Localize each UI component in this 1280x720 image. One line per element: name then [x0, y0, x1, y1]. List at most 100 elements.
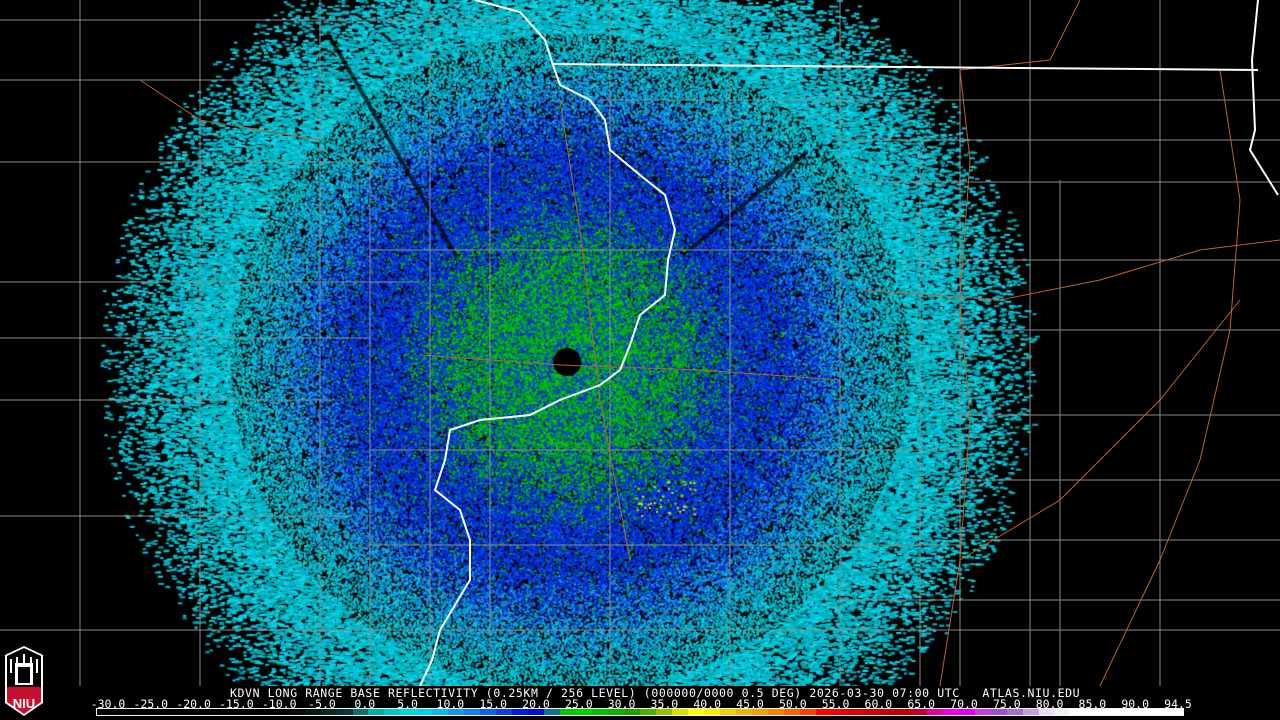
scale-swatch	[1023, 709, 1040, 715]
scale-swatch	[272, 709, 289, 715]
state-line-east	[1248, 0, 1279, 196]
scale-swatch	[1166, 709, 1183, 715]
scale-labels: -30.0 -25.0 -20.0 -15.0 -10.0 -5.0 0.0 5.0 10.0 1…	[90, 697, 1194, 711]
scale-label: -30.0	[90, 697, 126, 711]
scale-swatch	[480, 709, 497, 715]
scale-label: -20.0	[176, 697, 211, 711]
scale-swatch	[959, 709, 976, 715]
scale-swatch	[911, 709, 928, 715]
scale-swatch	[176, 709, 193, 715]
scale-label: 0.0	[354, 697, 376, 711]
scale-swatch	[192, 709, 209, 715]
scale-swatch	[432, 709, 449, 715]
scale-swatch	[320, 709, 337, 715]
scale-swatch	[1055, 709, 1072, 715]
scale-swatch	[767, 709, 784, 715]
scale-label: 40.0	[693, 697, 722, 711]
scale-swatch	[1134, 709, 1151, 715]
scale-swatch	[735, 709, 752, 715]
scale-swatch	[1071, 709, 1088, 715]
map-boundaries	[0, 0, 1280, 686]
scale-label: 5.0	[397, 697, 418, 711]
scale-label: -15.0	[219, 697, 254, 711]
scale-swatch	[384, 709, 401, 715]
logo-text: NIU	[13, 696, 35, 711]
scale-swatch	[751, 709, 768, 715]
scale-swatch	[160, 709, 177, 715]
scale-swatch	[879, 709, 896, 715]
scale-swatch	[927, 709, 944, 715]
scale-swatch	[1103, 709, 1119, 715]
scale-swatch	[208, 709, 225, 715]
scale-swatch	[560, 709, 577, 715]
scale-swatch	[895, 709, 912, 715]
scale-swatch	[416, 709, 433, 715]
mississippi-river-border	[419, 0, 677, 686]
scale-swatch	[224, 709, 241, 715]
scale-swatch	[975, 709, 992, 715]
scale-swatch	[336, 709, 353, 715]
radar-reflectivity-map	[0, 0, 1280, 686]
state-line-north	[551, 63, 1259, 71]
scale-label: 75.0	[992, 697, 1021, 711]
scale-swatch	[576, 709, 593, 715]
scale-swatch	[464, 709, 481, 715]
scale-swatch	[496, 709, 513, 715]
scale-label: 60.0	[864, 697, 893, 711]
state-borders	[419, 0, 1279, 686]
scale-swatch	[368, 709, 385, 715]
scale-swatch	[719, 709, 736, 715]
scale-label: 25.0	[564, 697, 593, 711]
scale-swatch	[655, 709, 672, 715]
scale-label: 90.0	[1121, 697, 1150, 711]
scale-label: 55.0	[821, 697, 850, 711]
scale-label: 10.0	[436, 697, 465, 711]
scale-swatch	[304, 709, 321, 715]
scale-swatch	[783, 709, 800, 715]
scale-swatch	[687, 709, 704, 715]
scale-swatch	[256, 709, 273, 715]
scale-swatch	[144, 709, 161, 715]
scale-label: 94.5	[1164, 697, 1192, 711]
scale-swatch	[400, 709, 417, 715]
scale-label: -5.0	[308, 697, 336, 711]
scale-swatch	[592, 709, 608, 715]
scale-swatch	[815, 709, 832, 715]
scale-swatch	[1119, 709, 1135, 715]
scale-swatch	[544, 709, 561, 715]
scale-swatch	[991, 709, 1008, 715]
scale-label: 35.0	[650, 697, 679, 711]
scale-swatch	[799, 709, 816, 715]
scale-swatch	[240, 709, 257, 715]
scale-swatch	[623, 709, 640, 715]
reflectivity-color-scale	[96, 708, 1184, 716]
scale-label: 80.0	[1035, 697, 1064, 711]
scale-swatch	[863, 709, 880, 715]
scale-swatch	[703, 709, 720, 715]
scale-label: 85.0	[1078, 697, 1107, 711]
scale-swatch	[847, 709, 864, 715]
scale-swatch	[512, 709, 529, 715]
niu-logo: NIU	[5, 646, 43, 716]
scale-swatch	[1087, 709, 1104, 715]
scale-swatch	[448, 709, 465, 715]
scale-swatch	[288, 709, 305, 715]
scale-swatch	[943, 709, 960, 715]
scale-label: 20.0	[522, 697, 550, 711]
scale-label: 65.0	[907, 697, 936, 711]
roads	[139, 0, 1280, 686]
scale-swatch	[639, 709, 656, 715]
scale-swatch	[128, 709, 145, 715]
scale-swatch	[528, 709, 545, 715]
scale-label: 30.0	[607, 697, 636, 711]
scale-label: -10.0	[261, 697, 297, 711]
scale-swatch	[97, 709, 113, 715]
county-lines	[0, 0, 1280, 686]
scale-swatch	[352, 709, 369, 715]
scale-swatch	[831, 709, 848, 715]
scale-swatch	[1007, 709, 1024, 715]
scale-swatch	[112, 709, 129, 715]
scale-swatch	[1150, 709, 1167, 715]
scale-swatch	[671, 709, 688, 715]
scale-label: 45.0	[736, 697, 764, 711]
